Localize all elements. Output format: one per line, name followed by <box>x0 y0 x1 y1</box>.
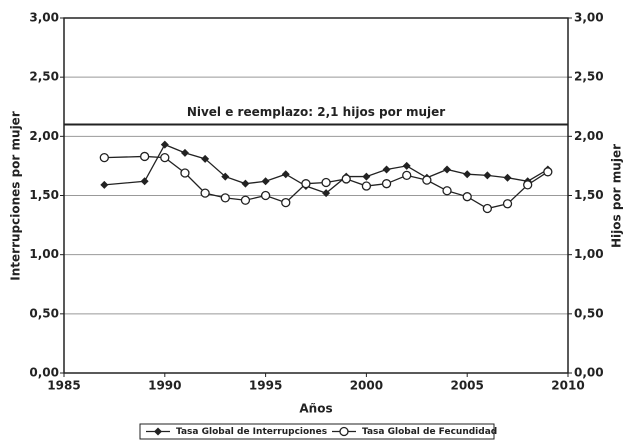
x-tick-label: 1990 <box>148 379 181 393</box>
data-point <box>402 161 411 170</box>
data-point <box>362 172 371 181</box>
y2-tick-label: 3,00 <box>574 11 604 25</box>
data-point <box>180 148 189 157</box>
legend-label: Tasa Global de Fecundidad <box>362 427 497 437</box>
y2-tick-label: 0,50 <box>574 306 604 320</box>
y2-tick-label: 0,00 <box>574 366 604 380</box>
legend-box <box>139 423 495 440</box>
legend-marker <box>154 427 162 436</box>
data-point <box>281 170 290 179</box>
data-point <box>99 152 109 163</box>
legend-label: Tasa Global de Interrupciones <box>176 427 327 437</box>
data-point <box>321 177 331 188</box>
y-tick-label: 3,00 <box>29 11 59 25</box>
y-tick-label: 2,00 <box>29 129 59 143</box>
data-point <box>483 171 492 180</box>
data-point <box>322 189 331 198</box>
data-point <box>381 179 392 189</box>
data-point <box>139 151 150 162</box>
data-point <box>100 180 109 189</box>
data-point <box>140 177 149 186</box>
data-point <box>443 165 452 174</box>
data-point <box>463 170 472 179</box>
data-point <box>442 186 452 196</box>
data-point <box>422 175 432 185</box>
data-point <box>502 199 513 209</box>
x-tick-label: 2000 <box>350 379 383 393</box>
y2-tick-label: 1,00 <box>574 247 604 261</box>
x-tick-label: 2010 <box>551 379 584 393</box>
y2-axis-title: Hijos por mujer <box>610 144 624 248</box>
y2-tick-label: 1,50 <box>574 188 604 202</box>
data-point <box>482 203 493 214</box>
x-tick-label: 1995 <box>249 379 282 393</box>
y-tick-label: 0,00 <box>29 366 59 380</box>
data-point <box>402 170 412 181</box>
y-tick-label: 0,50 <box>29 306 59 320</box>
data-point <box>160 140 169 149</box>
data-point <box>221 172 230 181</box>
data-point <box>361 181 372 191</box>
data-point <box>200 188 210 198</box>
y2-tick-label: 2,00 <box>574 129 604 143</box>
data-point <box>220 193 230 203</box>
data-point <box>301 179 311 189</box>
x-tick-label: 2005 <box>450 379 483 393</box>
y-axis-title: Interrupciones por mujer <box>9 111 23 281</box>
data-point <box>543 167 553 177</box>
reference-label: Nivel e reemplazo: 2,1 hijos por mujer <box>187 105 445 119</box>
legend-marker <box>339 426 349 437</box>
data-point <box>180 168 190 178</box>
data-point <box>260 190 271 201</box>
series-line <box>104 155 549 210</box>
y-tick-label: 2,50 <box>29 70 59 84</box>
plot-frame <box>63 17 569 374</box>
x-axis-title: Años <box>299 402 332 416</box>
data-point <box>160 152 170 163</box>
data-point <box>523 180 533 190</box>
y-tick-label: 1,00 <box>29 247 59 261</box>
data-point <box>240 195 251 205</box>
data-point <box>201 154 210 163</box>
y-tick-label: 1,50 <box>29 188 59 202</box>
data-point <box>281 197 291 208</box>
data-point <box>261 177 270 186</box>
x-tick-label: 1985 <box>47 379 80 393</box>
data-point <box>341 174 351 184</box>
data-point <box>462 192 472 202</box>
data-point <box>241 179 250 188</box>
series-line <box>104 143 549 194</box>
data-point <box>382 165 391 174</box>
data-point <box>503 173 512 182</box>
y2-tick-label: 2,50 <box>574 70 604 84</box>
